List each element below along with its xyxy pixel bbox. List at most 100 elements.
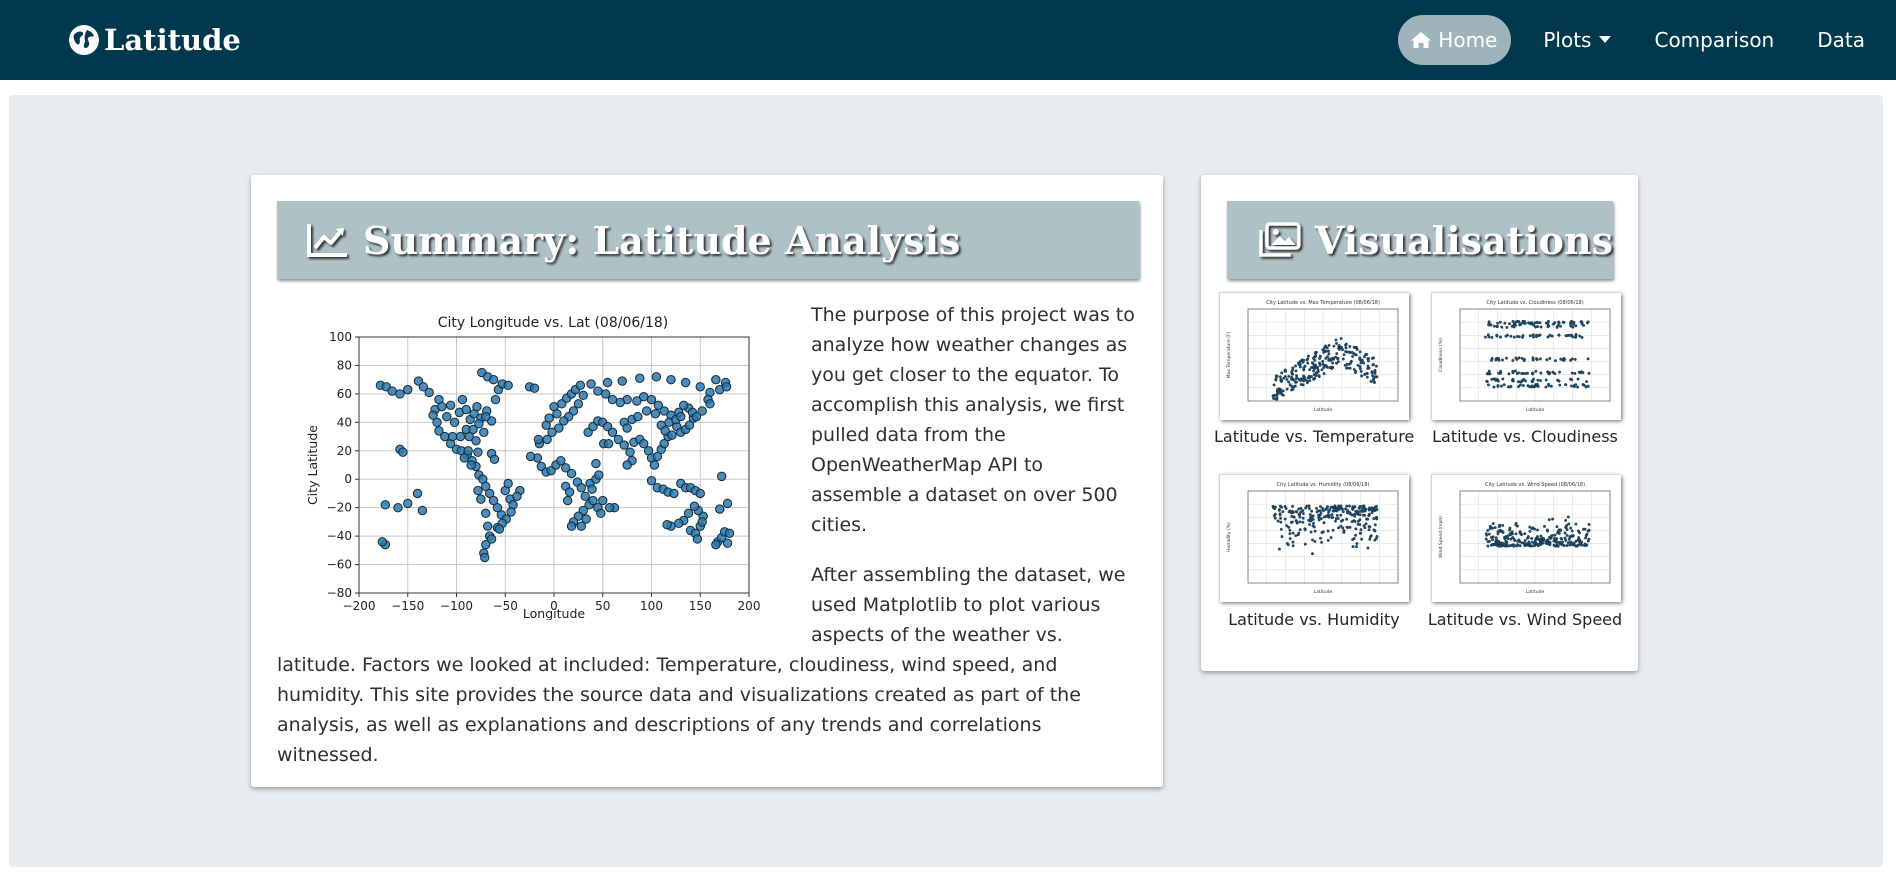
thumb-latitude-humidity[interactable]: City Latitude vs. Humidity (08/06/18) Lat… bbox=[1219, 474, 1409, 602]
scatter-point bbox=[622, 460, 632, 470]
thumb-point bbox=[1492, 324, 1496, 328]
thumb-point bbox=[1322, 509, 1325, 513]
thumb-latitude-temperature[interactable]: City Latitude vs. Max Temperature (08/06… bbox=[1219, 292, 1409, 420]
thumb-point bbox=[1327, 349, 1330, 353]
scatter-point bbox=[395, 389, 405, 399]
thumb-point bbox=[1372, 363, 1376, 366]
scatter-point bbox=[684, 420, 695, 430]
scatter-point bbox=[691, 411, 702, 422]
thumb-point bbox=[1291, 366, 1295, 370]
scatter-point bbox=[479, 427, 489, 437]
thumb-point bbox=[1526, 371, 1529, 375]
thumb-point bbox=[1511, 536, 1515, 540]
thumb-point bbox=[1557, 321, 1561, 325]
thumb-point bbox=[1348, 525, 1352, 529]
thumb-point bbox=[1287, 510, 1291, 514]
thumb-point bbox=[1512, 323, 1516, 327]
scatter-point bbox=[625, 447, 635, 457]
thumb-point bbox=[1337, 526, 1341, 530]
thumb-point bbox=[1354, 533, 1358, 537]
thumb-point bbox=[1488, 539, 1491, 543]
scatter-point bbox=[669, 488, 679, 499]
nav-comparison[interactable]: Comparison bbox=[1642, 15, 1786, 65]
nav-home[interactable]: Home bbox=[1398, 15, 1512, 65]
thumb-latitude-wind-speed[interactable]: City Latitude vs. Wind Speed (08/06/18) L… bbox=[1431, 474, 1621, 602]
scatter-point bbox=[619, 440, 629, 450]
thumb-point bbox=[1320, 531, 1324, 534]
thumb-point bbox=[1365, 375, 1369, 379]
scatter-point bbox=[387, 386, 397, 396]
scatter-point bbox=[377, 537, 388, 547]
thumb-point bbox=[1360, 374, 1364, 378]
thumb-point bbox=[1359, 528, 1363, 532]
thumb-latitude-cloudiness[interactable]: City Latitude vs. Cloudiness (08/06/18) L… bbox=[1431, 292, 1621, 420]
thumb-point bbox=[1485, 372, 1489, 375]
thumb-point bbox=[1533, 527, 1537, 531]
thumb-point bbox=[1341, 348, 1344, 352]
thumb-point bbox=[1326, 538, 1330, 542]
longitude-latitude-chart: City Longitude vs. Lat (08/06/18) −200 −1… bbox=[277, 300, 797, 620]
scatter-point bbox=[547, 427, 557, 437]
scatter-point bbox=[440, 431, 450, 442]
scatter-point bbox=[490, 394, 501, 405]
thumb-point bbox=[1344, 507, 1348, 511]
scatter-point bbox=[695, 488, 705, 499]
thumb-point bbox=[1295, 374, 1299, 378]
thumb-point bbox=[1571, 335, 1575, 339]
thumb-point bbox=[1289, 377, 1293, 381]
thumb-point bbox=[1368, 525, 1372, 529]
scatter-point bbox=[562, 495, 573, 506]
thumb-point bbox=[1487, 320, 1491, 324]
thumb-point bbox=[1322, 366, 1326, 370]
thumb-point bbox=[1345, 504, 1349, 508]
thumb-point bbox=[1511, 358, 1515, 362]
thumb-point bbox=[1511, 377, 1515, 381]
thumb-point bbox=[1322, 515, 1326, 519]
thumb-point bbox=[1586, 529, 1590, 533]
thumb-point bbox=[1484, 532, 1488, 536]
nav-data[interactable]: Data bbox=[1805, 15, 1877, 65]
nav-plots-dropdown[interactable]: Plots bbox=[1531, 15, 1623, 65]
scatter-point bbox=[481, 411, 491, 422]
nav-comparison-label: Comparison bbox=[1654, 28, 1775, 52]
thumb-x-label: Latitude bbox=[1526, 589, 1545, 595]
thumb-point bbox=[1334, 338, 1338, 342]
thumb-point bbox=[1322, 521, 1326, 525]
scatter-point bbox=[474, 419, 484, 429]
scatter-point bbox=[432, 417, 442, 428]
scatter-point bbox=[603, 438, 614, 449]
y-tick-label: 60 bbox=[337, 387, 352, 401]
thumb-point bbox=[1353, 371, 1357, 374]
thumb-point bbox=[1536, 384, 1540, 388]
thumb-point bbox=[1311, 517, 1315, 521]
thumb-point bbox=[1342, 353, 1346, 357]
scatter-point bbox=[653, 400, 664, 410]
thumb-point bbox=[1335, 342, 1339, 345]
scatter-point bbox=[556, 456, 566, 466]
thumb-point bbox=[1526, 535, 1530, 539]
thumb-point bbox=[1332, 356, 1336, 360]
thumb-point bbox=[1355, 542, 1359, 545]
thumb-point bbox=[1493, 543, 1497, 546]
thumb-point bbox=[1495, 333, 1499, 337]
thumb-point bbox=[1306, 354, 1310, 358]
thumb-point bbox=[1518, 530, 1522, 534]
thumb-point bbox=[1301, 512, 1305, 515]
brand-link[interactable]: Latitude bbox=[68, 18, 241, 62]
thumb-point bbox=[1564, 538, 1568, 542]
scatter-point bbox=[503, 380, 513, 391]
thumb-point bbox=[1274, 397, 1278, 401]
thumb-point bbox=[1549, 384, 1553, 388]
scatter-point bbox=[483, 521, 493, 531]
thumb-point bbox=[1331, 528, 1335, 532]
thumb-point bbox=[1552, 543, 1556, 547]
scatter-point bbox=[480, 552, 490, 563]
scatter-point bbox=[566, 521, 577, 531]
thumb-point bbox=[1574, 383, 1578, 387]
thumb-point bbox=[1339, 513, 1343, 517]
thumb-point bbox=[1287, 374, 1291, 378]
thumb-point bbox=[1272, 383, 1276, 387]
thumb-point bbox=[1279, 527, 1283, 531]
thumb-point bbox=[1587, 371, 1591, 375]
thumb-point bbox=[1319, 505, 1322, 508]
